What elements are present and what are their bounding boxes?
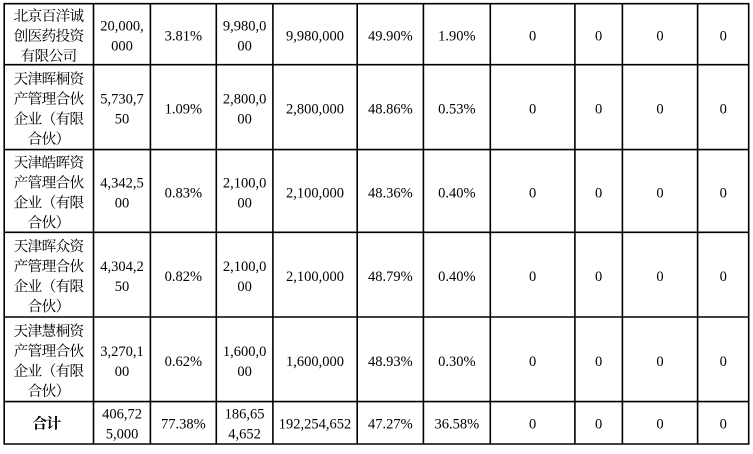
svg-text:0: 0 [529, 29, 536, 45]
svg-text:00: 00 [237, 279, 252, 295]
svg-text:48.86%: 48.86% [368, 102, 413, 118]
svg-text:9,980,000: 9,980,000 [286, 29, 344, 45]
svg-text:20,000,: 20,000, [100, 19, 144, 35]
svg-text:00: 00 [237, 39, 252, 55]
svg-text:0: 0 [595, 269, 602, 285]
svg-text:00: 00 [237, 195, 252, 211]
svg-text:4,342,5: 4,342,5 [100, 175, 144, 191]
svg-text:5,000: 5,000 [106, 426, 139, 442]
svg-text:192,254,652: 192,254,652 [279, 416, 352, 432]
svg-text:1,600,000: 1,600,000 [286, 354, 344, 370]
svg-text:0.40%: 0.40% [438, 185, 475, 201]
svg-text:0: 0 [656, 416, 663, 432]
svg-text:4,652: 4,652 [228, 426, 261, 442]
svg-text:186,65: 186,65 [225, 406, 265, 422]
svg-text:0: 0 [595, 354, 602, 370]
svg-text:0: 0 [529, 416, 536, 432]
svg-text:3.81%: 3.81% [165, 29, 202, 45]
svg-text:2,100,000: 2,100,000 [286, 269, 344, 285]
svg-text:00: 00 [237, 364, 252, 380]
svg-text:1.90%: 1.90% [438, 29, 475, 45]
svg-text:50: 50 [115, 279, 130, 295]
svg-text:00: 00 [115, 195, 130, 211]
svg-text:0.30%: 0.30% [438, 354, 475, 370]
svg-text:0: 0 [656, 185, 663, 201]
svg-text:0: 0 [656, 354, 663, 370]
svg-text:0.83%: 0.83% [165, 185, 202, 201]
svg-text:50: 50 [115, 112, 130, 128]
svg-text:0: 0 [595, 416, 602, 432]
svg-text:2,100,000: 2,100,000 [286, 185, 344, 201]
svg-text:2,800,000: 2,800,000 [286, 102, 344, 118]
svg-text:0: 0 [720, 29, 727, 45]
svg-text:00: 00 [237, 112, 252, 128]
svg-text:48.36%: 48.36% [368, 185, 413, 201]
svg-text:3,270,1: 3,270,1 [100, 344, 144, 360]
svg-text:49.90%: 49.90% [368, 29, 413, 45]
svg-text:47.27%: 47.27% [368, 416, 413, 432]
svg-text:0: 0 [595, 29, 602, 45]
svg-text:48.79%: 48.79% [368, 269, 413, 285]
svg-text:9,980,0: 9,980,0 [223, 19, 267, 35]
svg-text:0.53%: 0.53% [438, 102, 475, 118]
svg-text:0.40%: 0.40% [438, 269, 475, 285]
svg-text:406,72: 406,72 [102, 406, 142, 422]
svg-text:1,600,0: 1,600,0 [223, 344, 267, 360]
svg-text:2,800,0: 2,800,0 [223, 92, 267, 108]
svg-text:0: 0 [720, 185, 727, 201]
svg-text:0: 0 [720, 354, 727, 370]
svg-text:0: 0 [529, 354, 536, 370]
svg-text:0: 0 [720, 416, 727, 432]
svg-text:2,100,0: 2,100,0 [223, 259, 267, 275]
svg-text:00: 00 [115, 364, 130, 380]
svg-text:0: 0 [656, 269, 663, 285]
svg-text:0: 0 [529, 269, 536, 285]
svg-text:0: 0 [656, 102, 663, 118]
svg-text:0: 0 [529, 102, 536, 118]
svg-text:0: 0 [595, 185, 602, 201]
svg-text:4,304,2: 4,304,2 [100, 259, 144, 275]
svg-text:0: 0 [720, 102, 727, 118]
svg-text:0: 0 [529, 185, 536, 201]
svg-text:2,100,0: 2,100,0 [223, 175, 267, 191]
svg-text:0: 0 [720, 269, 727, 285]
svg-text:0: 0 [656, 29, 663, 45]
svg-text:48.93%: 48.93% [368, 354, 413, 370]
svg-text:0.82%: 0.82% [165, 269, 202, 285]
svg-text:5,730,7: 5,730,7 [100, 92, 144, 108]
svg-text:000: 000 [111, 39, 133, 55]
svg-text:1.09%: 1.09% [165, 102, 202, 118]
svg-text:77.38%: 77.38% [161, 416, 206, 432]
svg-text:0: 0 [595, 102, 602, 118]
svg-text:0.62%: 0.62% [165, 354, 202, 370]
svg-text:36.58%: 36.58% [435, 416, 480, 432]
